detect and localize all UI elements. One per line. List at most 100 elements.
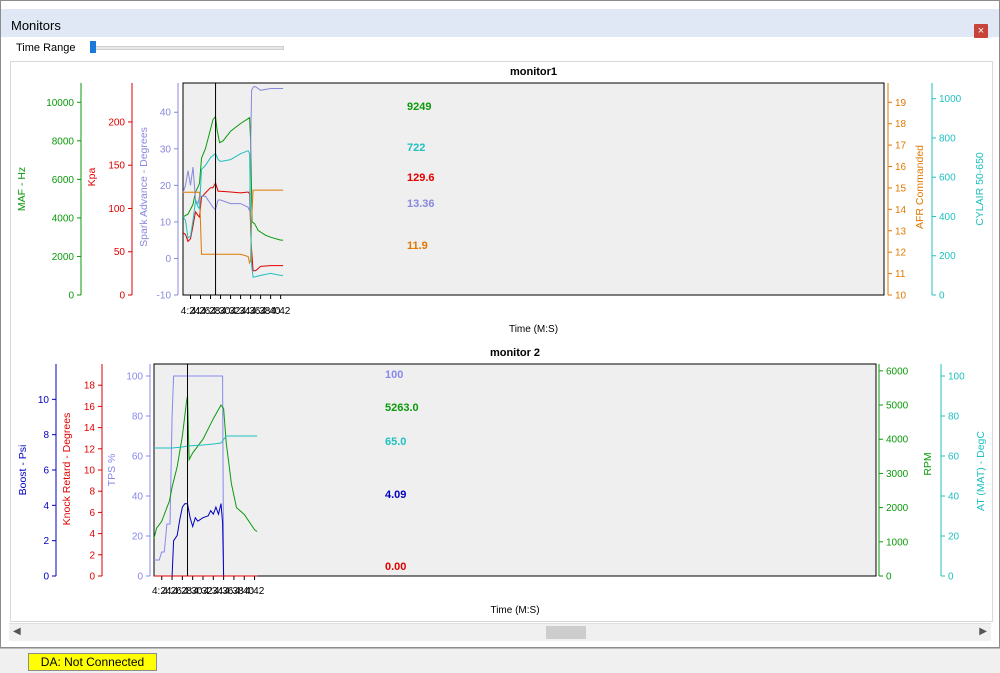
y-tick-label-afr: 12	[895, 248, 907, 259]
x-tick-label: 4:28	[173, 586, 193, 597]
y-tick-label-kpa: 200	[108, 117, 125, 128]
x-tick-label: 4:40	[235, 586, 255, 597]
x-tick-label: 4:38	[251, 306, 271, 317]
y-tick-label-kpa: 100	[108, 204, 125, 215]
y-tick-label-maf: 10000	[46, 98, 74, 109]
x-tick-label: 4:26	[191, 306, 211, 317]
x-tick-label: 4:36	[241, 306, 261, 317]
x-tick-label: 4:26	[162, 586, 182, 597]
y-tick-label-kpa: 150	[108, 161, 125, 172]
plot-area	[153, 363, 877, 577]
y-tick-label-afr: 19	[895, 98, 907, 109]
y-tick-label-at: 20	[948, 532, 960, 543]
y-tick-label-spark: 40	[160, 108, 172, 119]
y-tick-label-afr: 16	[895, 162, 907, 173]
scrollbar-thumb[interactable]	[546, 626, 586, 639]
series-line-cyl	[182, 150, 284, 278]
series-line-at	[154, 435, 258, 449]
y-axis-label-maf: MAF - Hz	[16, 167, 28, 211]
y-tick-label-knock: 2	[89, 550, 95, 561]
series-line-kpa	[182, 181, 284, 272]
y-tick-label-kpa: 0	[119, 291, 125, 302]
x-tick-label: 4:28	[201, 306, 221, 317]
window-title: Monitors	[11, 18, 61, 33]
y-tick-label-boost: 8	[43, 430, 49, 441]
y-tick-label-cyl: 0	[939, 291, 945, 302]
y-tick-label-spark: 0	[165, 254, 171, 265]
y-tick-label-boost: 4	[43, 501, 49, 512]
title-bar[interactable]: Monitors ×	[1, 9, 999, 38]
cursor-value-at: 65.0	[385, 436, 406, 448]
scroll-left-arrow-icon[interactable]: ◀	[13, 626, 21, 637]
y-tick-label-tps: 40	[132, 492, 144, 503]
y-tick-label-kpa: 50	[114, 247, 126, 258]
y-axis-label-at: AT (MAT) - DegC	[975, 431, 987, 511]
cursor-value-maf: 9249	[407, 101, 431, 113]
y-tick-label-cyl: 1000	[939, 94, 962, 105]
connection-status-badge: DA: Not Connected	[28, 653, 157, 671]
cursor-value-afr: 11.9	[407, 240, 428, 252]
x-tick-label: 4:24	[181, 306, 201, 317]
y-tick-label-boost: 0	[43, 572, 49, 583]
y-tick-label-maf: 4000	[52, 213, 75, 224]
y-tick-label-knock: 8	[89, 487, 95, 498]
y-tick-label-boost: 6	[43, 466, 49, 477]
y-tick-label-spark: 10	[160, 217, 172, 228]
y-tick-label-tps: 60	[132, 452, 144, 463]
x-tick-label: 4:36	[214, 586, 234, 597]
series-line-boost	[171, 503, 225, 577]
chart-title: monitor 2	[490, 347, 540, 359]
y-tick-label-rpm: 0	[886, 572, 892, 583]
y-tick-label-maf: 6000	[52, 175, 75, 186]
y-tick-label-afr: 14	[895, 205, 907, 216]
y-tick-label-cyl: 400	[939, 212, 956, 223]
y-tick-label-maf: 0	[68, 291, 74, 302]
y-tick-label-afr: 10	[895, 291, 907, 302]
x-tick-label: 4:42	[271, 306, 291, 317]
y-tick-label-knock: 12	[84, 444, 96, 455]
x-tick-label: 4:30	[211, 306, 231, 317]
chart-title: monitor1	[510, 66, 557, 78]
y-axis-label-knock: Knock Retard - Degrees	[61, 413, 73, 526]
y-tick-label-rpm: 3000	[886, 469, 909, 480]
y-tick-label-cyl: 200	[939, 251, 956, 262]
y-axis-label-rpm: RPM	[922, 452, 934, 475]
y-tick-label-knock: 14	[84, 423, 96, 434]
charts-panel	[10, 61, 993, 622]
y-tick-label-cyl: 800	[939, 133, 956, 144]
plot-area	[182, 82, 885, 296]
y-tick-label-at: 80	[948, 412, 960, 423]
y-tick-label-rpm: 6000	[886, 366, 909, 377]
y-axis-label-tps: TPS %	[106, 454, 118, 487]
y-tick-label-boost: 10	[38, 395, 50, 406]
y-tick-label-tps: 80	[132, 412, 144, 423]
cursor-value-rpm: 5263.0	[385, 402, 419, 414]
y-tick-label-tps: 20	[132, 532, 144, 543]
series-line-maf	[182, 115, 284, 241]
y-tick-label-knock: 10	[84, 466, 96, 477]
x-tick-label: 4:30	[183, 586, 203, 597]
y-tick-label-knock: 18	[84, 381, 96, 392]
x-tick-label: 4:40	[261, 306, 281, 317]
series-line-rpm	[153, 395, 258, 539]
scroll-right-arrow-icon[interactable]: ▶	[979, 626, 987, 637]
time-range-slider-thumb[interactable]	[90, 41, 96, 53]
x-axis-label: Time (M:S)	[509, 324, 558, 335]
y-tick-label-rpm: 5000	[886, 401, 909, 412]
y-tick-label-afr: 17	[895, 141, 907, 152]
y-tick-label-tps: 0	[137, 572, 143, 583]
x-tick-label: 4:24	[152, 586, 172, 597]
series-line-spark	[182, 86, 284, 212]
x-tick-label: 4:38	[224, 586, 244, 597]
y-tick-label-afr: 13	[895, 226, 907, 237]
y-tick-label-tps: 100	[126, 372, 143, 383]
time-range-label: Time Range	[16, 42, 76, 54]
y-tick-label-at: 60	[948, 452, 960, 463]
horizontal-scrollbar[interactable]: ◀ ▶	[9, 623, 991, 641]
cursor-value-tps: 100	[385, 369, 403, 381]
y-tick-label-knock: 16	[84, 402, 96, 413]
y-axis-label-kpa: Kpa	[86, 168, 98, 187]
close-button[interactable]: ×	[974, 24, 988, 38]
y-tick-label-at: 0	[948, 572, 954, 583]
